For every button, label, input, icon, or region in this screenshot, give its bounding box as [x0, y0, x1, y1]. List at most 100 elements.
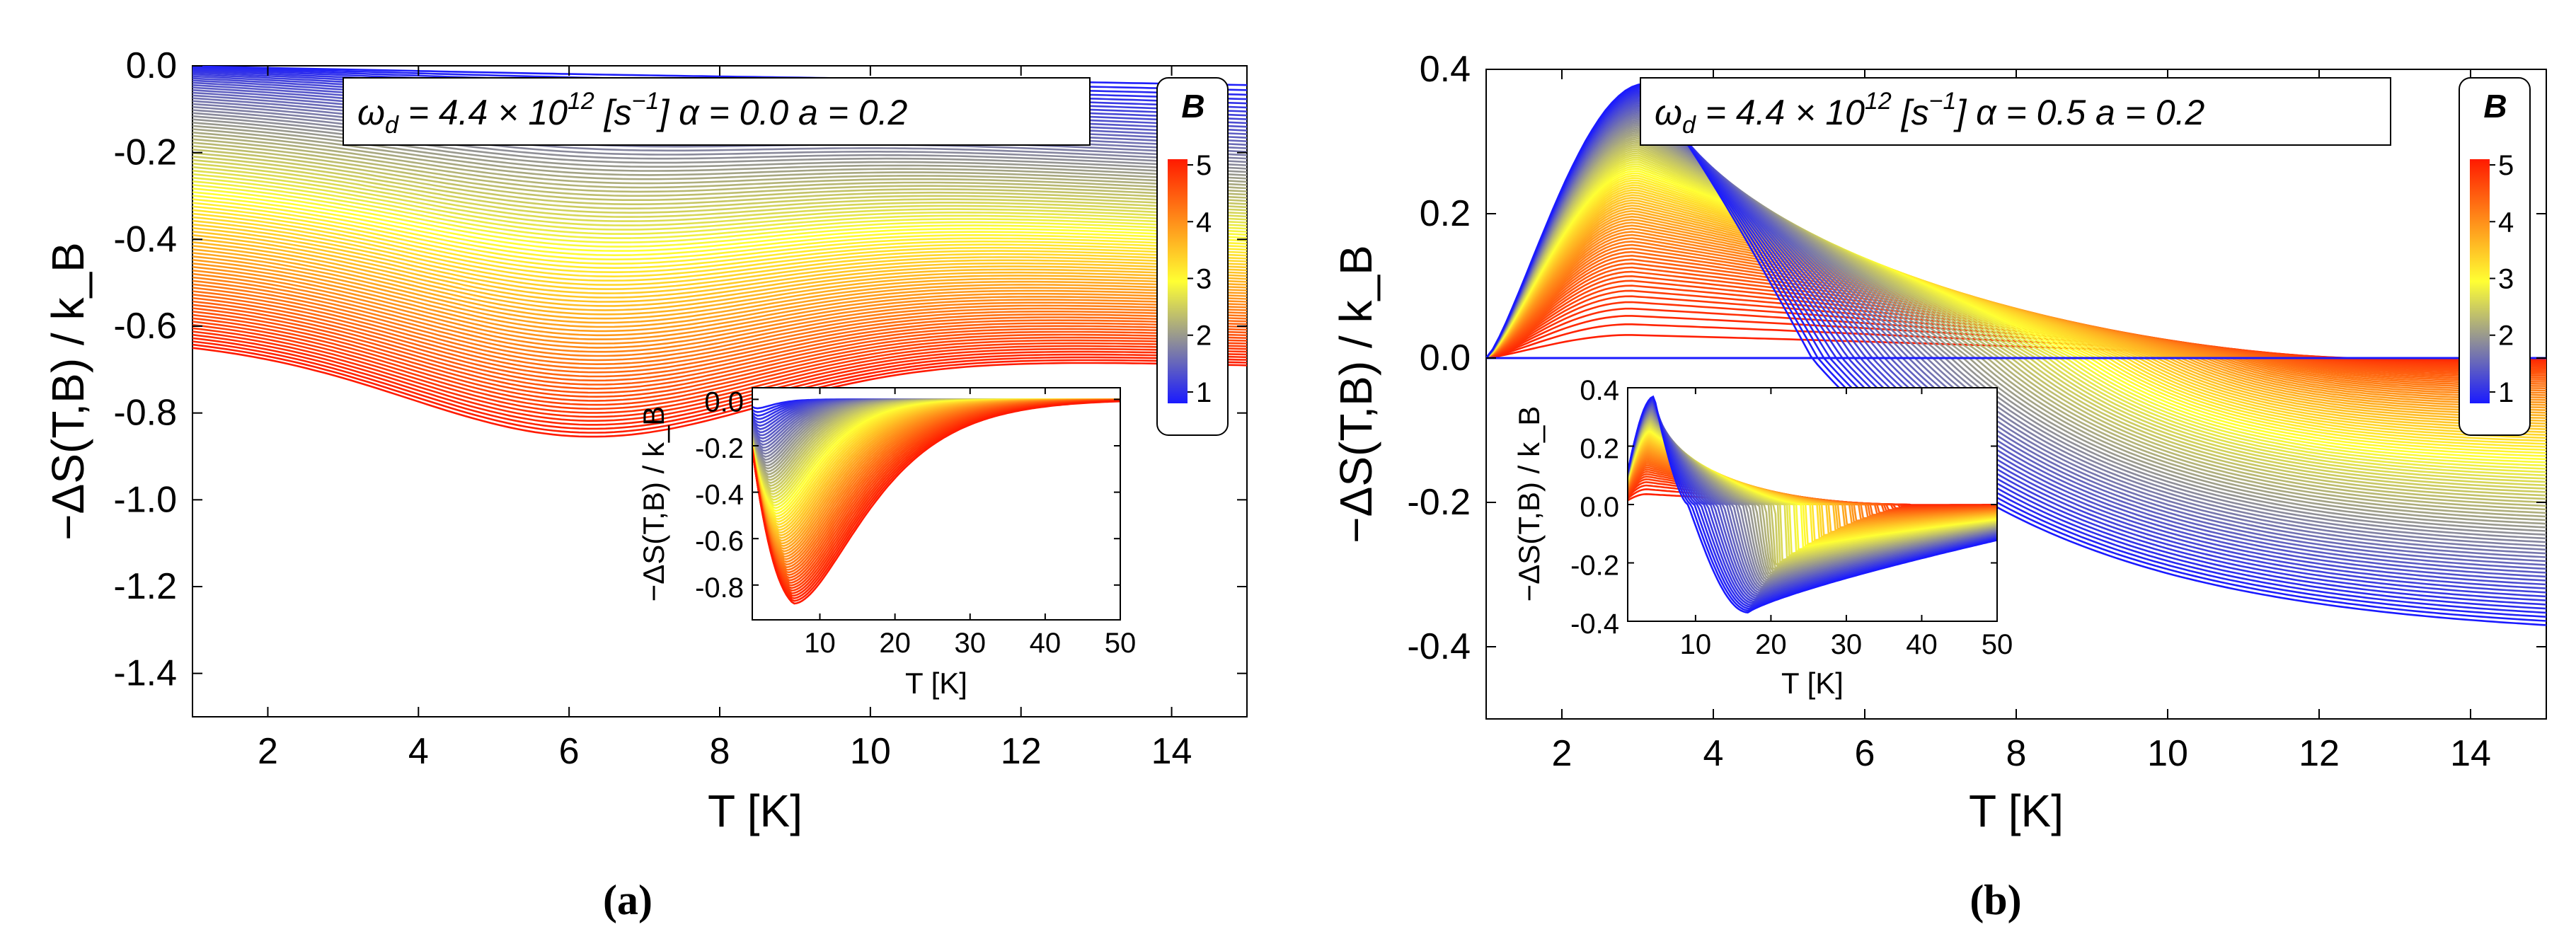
series-line	[192, 162, 1247, 218]
b-annotation: ωd = 4.4 × 1012 [s−1] α = 0.5 a = 0.2	[1655, 88, 2205, 139]
y-tick-label: -0.6	[695, 526, 744, 557]
series-line	[192, 131, 1247, 186]
series-line	[192, 223, 1247, 290]
x-tick-label: 50	[1105, 628, 1137, 659]
series-line	[1486, 186, 2546, 439]
x-tick-label: 14	[2450, 733, 2491, 774]
series-line	[1486, 142, 2546, 504]
b-x-axis-label: T [K]	[1969, 785, 2064, 836]
series-line	[192, 191, 1247, 252]
b-annotation-box	[1640, 77, 2391, 146]
series-line	[192, 252, 1247, 324]
y-tick-label: -0.2	[1407, 482, 1471, 523]
series-line	[1486, 149, 2546, 490]
y-tick-label: -0.6	[113, 306, 177, 347]
a-colorbar-ticks: 1 2 3 4 5	[1188, 150, 1212, 408]
series-line	[192, 313, 1247, 398]
x-tick-label: 2	[258, 731, 278, 772]
series-line	[192, 155, 1247, 210]
series-line	[192, 347, 1247, 438]
series-line	[1486, 172, 2546, 457]
series-line	[192, 173, 1247, 231]
series-line	[1486, 151, 2546, 487]
x-tick-label: 8	[2006, 733, 2027, 774]
a-inset-axes: 10 20 30 40 50 0.0 -0.2 -0.4 -0.6 -0.8	[695, 386, 1136, 659]
panel-a-main-chart: 2 4 6 8 10 12 140.0-0.2-0.4-0.6-0.8-1.0-1.2-1.…	[42, 45, 1248, 836]
series-line	[192, 134, 1247, 190]
y-tick-label: 0.2	[1420, 193, 1471, 234]
x-tick-label: 6	[1855, 733, 1875, 774]
series-line	[192, 152, 1247, 205]
a-inset-frame	[752, 387, 1121, 621]
series-line	[1486, 184, 2546, 442]
series-line	[1486, 163, 2546, 470]
b-colorbar-ticks: 1 2 3 4 5	[2490, 150, 2514, 408]
colorbar-tick-label: 5	[1196, 150, 1212, 181]
series-line	[192, 245, 1247, 316]
x-tick-label: 40	[1030, 628, 1062, 659]
series-line	[1486, 135, 2546, 514]
panel-a-label: (a)	[603, 877, 652, 923]
y-tick-label: -0.2	[1570, 551, 1619, 582]
series-line	[192, 272, 1247, 349]
y-tick-label: -1.0	[113, 479, 177, 520]
a-inset-y-label: −ΔS(T,B) / k_B	[637, 406, 670, 602]
series-line	[192, 248, 1247, 320]
b-inset-axes: 10 20 30 40 50 0.4 0.2 0.0 -0.2 -0.4	[1570, 375, 2013, 660]
y-tick-label: -0.8	[695, 572, 744, 604]
a-colorbar	[1168, 159, 1188, 403]
series-line	[192, 184, 1247, 243]
series-line	[1486, 154, 2546, 483]
series-line	[192, 169, 1247, 226]
colorbar-tick-label: 4	[1196, 207, 1212, 238]
series-line	[1486, 189, 2546, 436]
series-line	[1486, 158, 2546, 476]
x-tick-label: 8	[710, 731, 730, 772]
series-line	[1486, 144, 2546, 500]
b-inset-x-label: T [K]	[1781, 667, 1844, 700]
series-line	[1486, 179, 2546, 448]
x-tick-label: 10	[804, 628, 836, 659]
series-line	[1486, 148, 2546, 493]
series-line	[1486, 165, 2546, 467]
y-tick-label: 0.0	[704, 386, 744, 417]
series-line	[192, 202, 1247, 265]
y-tick-label: -1.2	[113, 566, 177, 607]
colorbar-tick-label: 5	[2498, 150, 2514, 181]
y-tick-label: -0.2	[113, 132, 177, 173]
series-line	[192, 311, 1247, 394]
series-line	[192, 323, 1247, 410]
series-line	[192, 333, 1247, 422]
series-line	[192, 234, 1247, 303]
a-inset-x-label: T [K]	[905, 667, 967, 700]
x-tick-label: 40	[1906, 629, 1938, 660]
y-tick-label: 0.2	[1580, 434, 1619, 465]
x-tick-label: 20	[879, 628, 911, 659]
series-line	[192, 296, 1247, 378]
series-line	[1486, 181, 2546, 445]
series-line	[192, 317, 1247, 402]
y-tick-label: 0.0	[1580, 492, 1619, 523]
series-line	[192, 195, 1247, 257]
colorbar-tick-label: 3	[1196, 263, 1212, 294]
series-line	[192, 188, 1247, 248]
colorbar-tick-label: 2	[1196, 321, 1212, 352]
series-line	[192, 158, 1247, 214]
x-tick-label: 4	[1703, 733, 1724, 774]
series-line	[192, 269, 1247, 345]
x-tick-label: 14	[1151, 731, 1192, 772]
a-axes: 2 4 6 8 10 12 140.0-0.2-0.4-0.6-0.8-1.0-1.2-1.…	[113, 45, 1247, 772]
x-tick-label: 2	[1552, 733, 1572, 774]
series-line	[192, 283, 1247, 362]
x-tick-label: 4	[408, 731, 429, 772]
y-tick-label: -0.4	[1407, 626, 1471, 667]
series-line	[192, 176, 1247, 235]
y-tick-label: -0.8	[113, 393, 177, 434]
a-y-axis-label: −ΔS(T,B) / k_B	[42, 242, 93, 541]
series-line	[192, 343, 1247, 434]
series-line	[192, 263, 1247, 337]
y-tick-label: 0.4	[1580, 375, 1619, 406]
series-line	[192, 180, 1247, 239]
x-tick-label: 6	[559, 731, 580, 772]
x-tick-label: 20	[1755, 629, 1787, 660]
